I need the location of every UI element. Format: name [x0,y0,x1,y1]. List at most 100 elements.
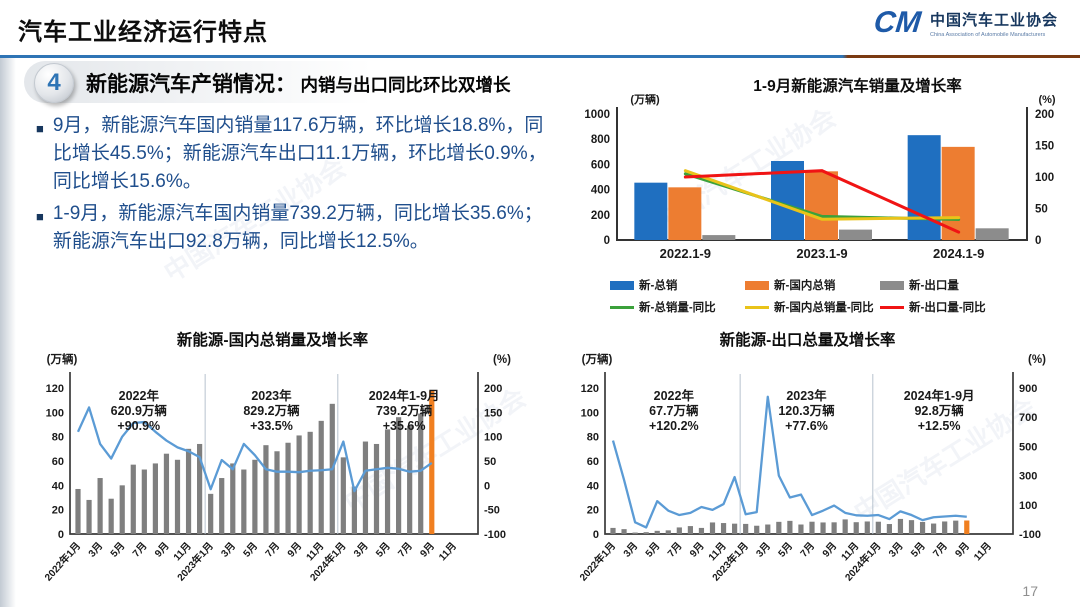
svg-text:700: 700 [1019,412,1037,424]
svg-text:2024.1-9: 2024.1-9 [933,246,984,261]
legend-item: 新-总销量-同比 [610,299,716,315]
svg-text:5月: 5月 [643,540,662,560]
svg-text:2022年1月: 2022年1月 [42,539,84,583]
logo-name-cn: 中国汽车工业协会 [929,11,1058,29]
svg-text:620.9万辆: 620.9万辆 [111,403,168,418]
svg-text:(%): (%) [493,354,511,366]
svg-text:60: 60 [587,456,599,468]
legend-line-swatch [610,305,634,309]
bullet-square-icon: ■ [36,121,44,136]
svg-text:11月: 11月 [436,540,459,563]
svg-text:20: 20 [587,505,599,517]
svg-text:9月: 9月 [687,540,706,560]
svg-text:200: 200 [1035,109,1054,121]
svg-text:9月: 9月 [152,540,171,560]
svg-text:9月: 9月 [418,540,437,560]
svg-text:400: 400 [591,185,610,197]
legend-bar-swatch [745,280,769,290]
svg-text:(万辆): (万辆) [630,94,660,106]
legend-label: 新-出口量-同比 [909,302,986,314]
svg-text:+120.2%: +120.2% [649,419,699,433]
svg-text:2023年: 2023年 [251,388,292,403]
legend-line-swatch [745,305,769,309]
svg-text:3月: 3月 [219,540,238,560]
domestic-chart-block: 新能源-国内总销量及增长率 0 20 40 60 80 100 120 -100 -50 0 50 1… [20,328,525,604]
svg-text:100: 100 [1035,172,1054,184]
svg-text:67.7万辆: 67.7万辆 [649,403,699,418]
svg-text:2022年1月: 2022年1月 [577,539,619,583]
legend-item: 新-国内总销量-同比 [745,299,874,315]
svg-text:3月: 3月 [621,540,640,560]
section-title-sub: 内销与出口同比环比双增长 [300,75,511,95]
svg-text:2023.1-9: 2023.1-9 [796,246,847,261]
chart-title: 新能源-出口总量及增长率 [719,332,896,349]
legend-item: 新-国内总销 [745,277,835,293]
svg-text:(%): (%) [1038,94,1055,106]
svg-text:7月: 7月 [798,540,817,560]
svg-text:120: 120 [46,383,64,395]
svg-text:2023年: 2023年 [786,388,827,403]
svg-text:5月: 5月 [776,540,795,560]
svg-text:2022年: 2022年 [654,388,695,403]
chart-title: 新能源-国内总销量及增长率 [176,332,369,349]
svg-text:+90.9%: +90.9% [117,419,160,433]
logo-name-en: China Association of Automobile Manufact… [929,31,1046,38]
svg-text:100: 100 [484,432,502,444]
svg-text:-100: -100 [484,529,506,541]
section-title-main: 新能源汽车产销情况： [86,73,296,96]
svg-text:800: 800 [591,134,610,146]
svg-text:(万辆): (万辆) [47,352,78,366]
legend-item: 新-总销 [610,277,677,293]
svg-text:5月: 5月 [108,540,127,560]
export-chart-block: 新能源-出口总量及增长率 0 20 40 60 80 100 120 -100 100 300 50… [555,328,1060,604]
svg-text:-50: -50 [484,505,500,517]
legend-item: 新-出口量 [880,277,959,293]
svg-text:-100: -100 [1019,529,1041,541]
svg-text:120.3万辆: 120.3万辆 [778,403,835,418]
header-divider [0,55,1080,58]
svg-text:80: 80 [52,432,64,444]
svg-text:40: 40 [587,480,599,492]
svg-text:+33.5%: +33.5% [250,419,293,433]
svg-text:0: 0 [58,529,64,541]
section-number-badge: 4 [34,63,74,103]
page-number: 17 [1022,583,1038,599]
legend-label: 新-总销 [639,280,678,292]
svg-text:829.2万辆: 829.2万辆 [243,403,300,418]
svg-text:7月: 7月 [396,540,415,560]
svg-text:7月: 7月 [263,540,282,560]
svg-text:100: 100 [1019,500,1037,512]
svg-text:3月: 3月 [754,540,773,560]
svg-text:3月: 3月 [86,540,105,560]
svg-text:150: 150 [1035,141,1054,153]
bullet-item: ■ 9月，新能源汽车国内销量117.6万辆，环比增长18.8%，同比增长45.5… [36,112,560,196]
svg-text:50: 50 [1035,204,1048,216]
section-title: 新能源汽车产销情况： 内销与出口同比环比双增长 [86,68,510,98]
legend-label: 新-出口量 [909,280,959,292]
export-chart: 0 20 40 60 80 100 120 -100 100 300 500 700 900 (万辆) (%… [577,352,1047,584]
svg-text:9月: 9月 [953,540,972,560]
svg-text:+12.5%: +12.5% [918,419,961,433]
svg-text:0: 0 [593,529,599,541]
bullet-item: ■ 1-9月，新能源汽车国内销量739.2万辆，同比增长35.6%；新能源汽车出… [36,200,560,256]
page-title: 汽车工业经济运行特点 [18,19,268,46]
svg-text:0: 0 [604,235,610,247]
svg-text:92.8万辆: 92.8万辆 [914,403,964,418]
svg-text:+35.6%: +35.6% [383,419,426,433]
svg-text:40: 40 [52,480,64,492]
svg-text:3月: 3月 [351,540,370,560]
summary-chart-legend: 新-总销 新-国内总销 新-出口量新-总销量-同比 新-国内总销量-同比 新-出口量-同… [565,274,1080,322]
svg-text:5月: 5月 [373,540,392,560]
svg-text:7月: 7月 [665,540,684,560]
svg-text:200: 200 [591,210,610,222]
svg-text:739.2万辆: 739.2万辆 [376,403,433,418]
legend-item: 新-出口量-同比 [880,299,986,315]
svg-text:(%): (%) [1028,354,1046,366]
svg-text:5月: 5月 [241,540,260,560]
svg-text:2024年1-9月: 2024年1-9月 [369,388,440,403]
section-band [24,61,604,103]
caam-logo: CM 中国汽车工业协会 China Association of Automob… [873,6,1058,39]
bullet-list: ■ 9月，新能源汽车国内销量117.6万辆，环比增长18.8%，同比增长45.5… [36,112,560,261]
svg-text:200: 200 [484,383,502,395]
